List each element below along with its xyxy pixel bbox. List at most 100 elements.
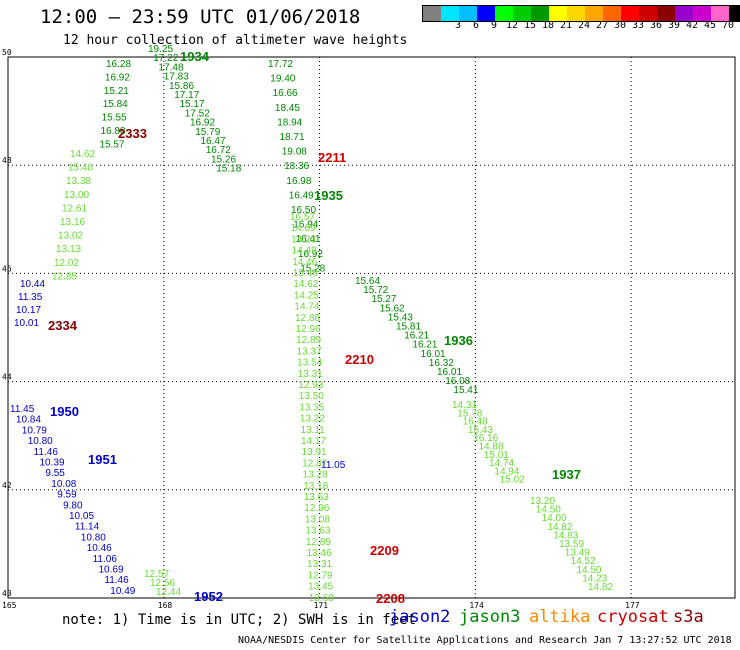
wave-height-label: 13.02: [58, 231, 83, 242]
wave-height-label: 17.83: [164, 72, 189, 83]
wave-height-label: 10.80: [28, 436, 53, 447]
wave-height-label: 12.02: [54, 258, 79, 269]
wave-height-label: 19.40: [270, 74, 295, 85]
map-subtitle: 12 hour collection of altimeter wave hei…: [63, 33, 408, 48]
wave-height-label: 19.08: [282, 147, 307, 158]
wave-height-label: 14.82: [588, 582, 613, 593]
legend-altika: altika: [529, 607, 591, 627]
wave-height-label: 9.55: [45, 468, 65, 479]
legend-swatch: [639, 6, 657, 21]
legend-tick-label: 15: [523, 20, 537, 31]
wave-height-label: 11.35: [18, 292, 43, 303]
wave-height-label: 10.46: [87, 543, 112, 554]
lat-tick-label: 40: [2, 589, 12, 598]
legend-tick-label: 9: [490, 20, 498, 31]
wave-height-label: 15.48: [68, 163, 93, 174]
legend-swatch: [675, 6, 693, 21]
legend-swatch: [441, 6, 459, 21]
lat-tick-label: 48: [2, 156, 12, 165]
legend-tick-label: 45: [703, 20, 717, 31]
wave-height-label: 14.50: [576, 565, 601, 576]
wave-height-label: 16.21: [412, 340, 437, 351]
wave-height-label: 16.50: [291, 205, 316, 216]
legend-swatch: [459, 6, 477, 21]
wave-height-label: 15.57: [99, 139, 124, 150]
lon-tick-label: 171: [314, 601, 329, 610]
wave-height-label: 16.49: [289, 190, 314, 201]
wave-height-label: 14.82: [547, 522, 572, 533]
wave-height-label: 12.96: [304, 503, 329, 514]
wave-height-label: 16.92: [190, 118, 215, 129]
wave-height-label: 18.94: [277, 117, 302, 128]
wave-height-label: 12.89: [296, 335, 321, 346]
wave-height-label: 13.00: [64, 190, 89, 201]
legend-swatch: [423, 6, 441, 21]
wave-height-label: 9.59: [57, 490, 77, 501]
legend-tick-label: 42: [685, 20, 699, 31]
wave-height-label: 11.46: [104, 575, 129, 586]
wave-height-label: 14.52: [571, 556, 596, 567]
pass-number-label: 1952: [194, 589, 223, 604]
wave-height-label: 16.48: [463, 417, 488, 428]
wave-height-label: 13.20: [530, 496, 555, 507]
legend-swatch: [567, 6, 585, 21]
credit-line: NOAA/NESDIS Center for Satellite Applica…: [238, 635, 732, 646]
wave-height-label: 14.94: [494, 466, 519, 477]
wave-height-label: 19.25: [148, 44, 173, 55]
wave-height-label: 13.18: [303, 481, 328, 492]
legend-tick-label: 27: [595, 20, 609, 31]
wave-height-label: 13.63: [304, 492, 329, 503]
wave-height-label: 11.46: [34, 447, 59, 458]
wave-height-label: 14.25: [294, 290, 319, 301]
legend-swatch: [657, 6, 675, 21]
pass-number-label: 1950: [50, 404, 79, 419]
wave-height-label: 14.74: [489, 458, 514, 469]
wave-height-label: 15.72: [363, 285, 388, 296]
pass-number-label: 2210: [345, 352, 374, 367]
wave-height-label: 15.01: [484, 450, 509, 461]
wave-height-label: 13.13: [56, 244, 81, 255]
wave-height-label: 11.45: [10, 404, 35, 415]
legend-swatch: [603, 6, 621, 21]
wave-height-label: 16.92: [298, 249, 323, 260]
wave-height-label: 14.17: [301, 436, 326, 447]
wave-height-label: 16.08: [445, 376, 470, 387]
wave-height-label: 15.43: [388, 312, 413, 323]
wave-height-label: 10.08: [51, 479, 76, 490]
legend-swatch: [729, 6, 740, 21]
wave-height-label: 15.18: [216, 164, 241, 175]
wave-height-label: 10.79: [22, 425, 47, 436]
wave-height-label: 11.14: [75, 522, 100, 533]
pass-number-label: 1951: [88, 452, 117, 467]
legend-swatch: [711, 6, 729, 21]
wave-height-label: 14.50: [536, 505, 561, 516]
wave-height-label: 17.72: [268, 59, 293, 70]
wave-height-label: 12.89: [306, 537, 331, 548]
lon-tick-label: 174: [469, 601, 484, 610]
footer-note: note: 1) Time is in UTC; 2) SWH is in fe…: [62, 612, 417, 628]
wave-height-label: 13.08: [305, 514, 330, 525]
wave-height-label: 15.41: [453, 385, 478, 396]
wave-height-label: 14.49: [292, 246, 317, 257]
legend-swatch: [513, 6, 531, 21]
wave-height-label: 13.31: [307, 559, 332, 570]
wave-height-label: 10.39: [40, 458, 65, 469]
lat-tick-label: 46: [2, 264, 12, 273]
wave-height-label: 15.81: [396, 322, 421, 333]
wave-height-label: 16.57: [290, 212, 315, 223]
wave-height-label: 17.52: [185, 108, 210, 119]
wave-height-label: 12.61: [62, 203, 87, 214]
wave-height-label: 13.28: [303, 470, 328, 481]
wave-height-label: 16.21: [404, 331, 429, 342]
wave-height-label: 15.48: [293, 268, 318, 279]
wave-height-label: 15.02: [500, 475, 525, 486]
wave-height-label: 10.69: [99, 565, 124, 576]
wave-height-label: 13.37: [297, 346, 322, 357]
legend-s3a: s3a: [673, 607, 704, 627]
wave-height-label: 15.28: [300, 263, 325, 274]
legend-tick-label: 6: [472, 20, 480, 31]
pass-number-label: 2208: [376, 591, 405, 606]
wave-height-label: 15.79: [195, 127, 220, 138]
wave-height-label: 13.31: [298, 369, 323, 380]
wave-height-label: 13.59: [559, 539, 584, 550]
